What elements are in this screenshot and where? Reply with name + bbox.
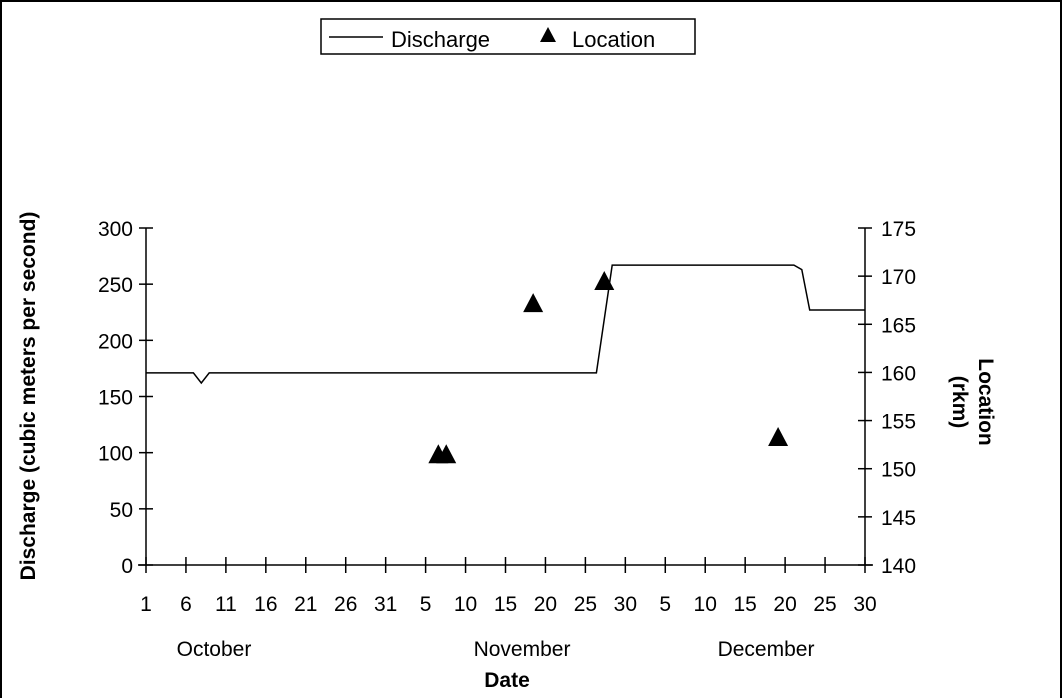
x-tick-label: 15 <box>733 593 756 616</box>
discharge-line <box>146 264 865 385</box>
location-marker <box>436 444 457 464</box>
y-right-tick-label: 165 <box>881 314 916 337</box>
x-tick-label: 16 <box>254 593 277 616</box>
x-tick-label: 15 <box>494 593 517 616</box>
x-tick-label: 31 <box>374 593 397 616</box>
x-tick-label: 20 <box>534 593 557 616</box>
x-tick-label: 11 <box>215 593 237 616</box>
location-marker <box>594 270 615 290</box>
y-right-tick-label: 170 <box>881 266 916 289</box>
legend: Discharge Location <box>320 18 696 55</box>
y-right-axis-unit: (rkm) <box>948 376 971 429</box>
y-left-tick-label: 100 <box>98 443 133 466</box>
x-tick-label: 21 <box>294 593 317 616</box>
y-right-tick-label: 150 <box>881 459 916 482</box>
y-right-tick-label: 155 <box>881 411 916 434</box>
location-marker <box>768 426 789 446</box>
x-tick-label: 30 <box>853 593 876 616</box>
legend-location-triangle <box>540 27 556 42</box>
x-tick-label: 20 <box>773 593 796 616</box>
y-left-tick-label: 50 <box>110 499 133 522</box>
y-left-tick-label: 150 <box>98 387 133 410</box>
y-right-tick-label: 160 <box>881 362 916 385</box>
x-tick-label: 1 <box>140 593 152 616</box>
x-tick-label: 25 <box>574 593 597 616</box>
legend-location-label: Location <box>572 27 655 52</box>
x-tick-label: 10 <box>694 593 717 616</box>
y-right-tick-label: 175 <box>881 218 916 241</box>
month-label-october: October <box>177 638 252 661</box>
legend-box <box>320 18 696 55</box>
discharge-series-group <box>146 264 865 385</box>
location-series-group <box>428 270 789 464</box>
x-tick-label: 5 <box>659 593 671 616</box>
x-tick-label: 6 <box>180 593 192 616</box>
y-left-tick-label: 0 <box>121 555 133 578</box>
y-right-axis-title: Location <box>974 358 997 446</box>
x-tick-label: 5 <box>420 593 432 616</box>
x-tick-label: 26 <box>334 593 357 616</box>
y-right-tick-label: 140 <box>881 555 916 578</box>
y-left-tick-label: 200 <box>98 330 133 353</box>
legend-discharge-label: Discharge <box>391 27 490 52</box>
location-marker <box>523 293 544 313</box>
x-axis-title: Date <box>484 669 530 692</box>
y-left-axis-title: Discharge (cubic meters per second) <box>17 212 40 581</box>
x-tick-label: 25 <box>813 593 836 616</box>
axes-group: 0501001502002503001401451501551601651701… <box>98 218 916 616</box>
y-right-tick-label: 145 <box>881 507 916 530</box>
month-label-november: November <box>474 638 571 661</box>
month-label-december: December <box>718 638 815 661</box>
y-left-tick-label: 250 <box>98 274 133 297</box>
x-tick-label: 30 <box>614 593 637 616</box>
x-tick-label: 10 <box>454 593 477 616</box>
y-left-tick-label: 300 <box>98 218 133 241</box>
